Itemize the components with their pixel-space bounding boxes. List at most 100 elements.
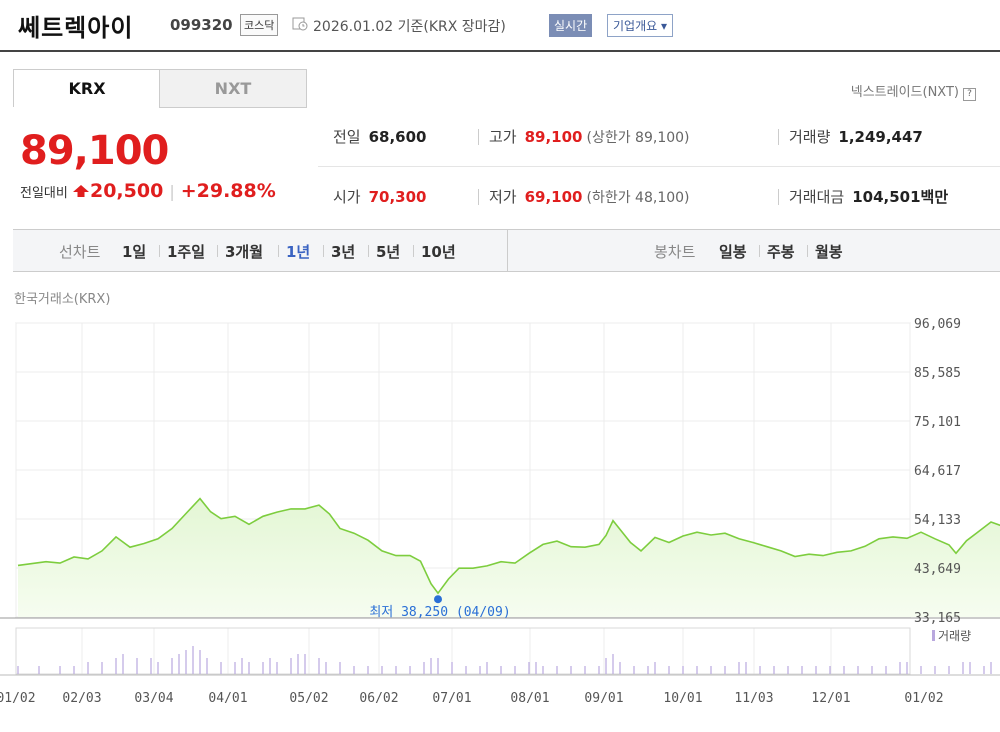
period-1w[interactable]: 1주일 [167, 243, 206, 261]
stat-value: 69,100 [524, 188, 583, 206]
x-tick-label: 06/02 [359, 691, 398, 706]
stock-header: 쎄트렉아이 099320 코스닥 2026.01.02 기준(KRX 장마감) … [0, 0, 1000, 52]
divider [478, 129, 479, 145]
stat-label: 시가 [333, 188, 361, 206]
change-label: 전일대비 [20, 186, 68, 201]
x-tick-label: 02/03 [62, 691, 101, 706]
volume-bars: 거래량 [17, 629, 992, 674]
divider [413, 245, 414, 257]
stock-name: 쎄트렉아이 [18, 14, 134, 42]
x-tick-label: 01/02 [904, 691, 943, 706]
company-overview-button[interactable]: 기업개요 ▾ [607, 14, 673, 37]
divider [507, 230, 508, 271]
period-10y[interactable]: 10년 [421, 243, 456, 261]
divider [368, 245, 369, 257]
divider [778, 189, 779, 205]
x-tick-label: 01/02 [0, 691, 36, 706]
candle-weekly[interactable]: 주봉 [767, 243, 795, 261]
y-tick-label: 85,585 [914, 366, 961, 381]
nextrade-link[interactable]: 넥스트레이드(NXT)? [851, 81, 976, 101]
price-line [17, 497, 1000, 595]
nextrade-label: 넥스트레이드(NXT) [850, 85, 959, 100]
price-area-fill [18, 498, 1000, 617]
stat-value: 1,249,447 [838, 128, 923, 146]
chart-grid [0, 322, 1000, 676]
stat-label: 고가 [489, 128, 517, 146]
stat-volume: 거래량 1,249,447 [789, 126, 923, 147]
divider [159, 245, 160, 257]
x-axis-labels: 01/02 02/03 03/04 04/01 05/02 06/02 07/01 08/01… [0, 691, 944, 706]
clock-icon [292, 17, 308, 31]
divider [807, 245, 808, 257]
help-icon[interactable]: ? [963, 88, 976, 101]
price-area [17, 497, 1000, 617]
candle-daily[interactable]: 일봉 [719, 243, 747, 261]
stat-high: 고가 89,100 (상한가 89,100) [489, 126, 690, 147]
x-tick-label: 07/01 [432, 691, 471, 706]
volume-legend-swatch [932, 630, 935, 641]
stat-prev-close: 전일 68,600 [333, 126, 427, 147]
stat-value: 70,300 [368, 188, 427, 206]
candle-monthly[interactable]: 월봉 [815, 243, 843, 261]
chart-annotations: 최고 89,100 (01/02)최저 38,250 (04/09) [369, 595, 511, 620]
stat-label: 거래대금 [789, 188, 845, 206]
period-5y[interactable]: 5년 [376, 243, 401, 261]
current-price: 89,100 [20, 128, 169, 174]
stat-sub: (하한가 48,100) [586, 190, 690, 206]
x-tick-label: 04/01 [208, 691, 247, 706]
stat-label: 거래량 [789, 128, 831, 146]
x-tick-label: 12/01 [811, 691, 850, 706]
low-label: 최저 38,250 (04/09) [369, 605, 510, 620]
divider [759, 245, 760, 257]
stat-open: 시가 70,300 [333, 186, 427, 207]
divider [478, 189, 479, 205]
divider: | [169, 182, 175, 201]
period-1d[interactable]: 1일 [122, 243, 147, 261]
tab-krx[interactable]: KRX [13, 69, 161, 107]
y-tick-label: 33,165 [914, 611, 961, 626]
stat-label: 전일 [333, 128, 361, 146]
price-chart: 96,069 85,585 75,101 64,617 54,133 43,649 33,1… [0, 317, 1000, 706]
period-3y[interactable]: 3년 [331, 243, 356, 261]
divider [217, 245, 218, 257]
divider [778, 129, 779, 145]
x-tick-label: 08/01 [510, 691, 549, 706]
stat-unit: 백만 [920, 188, 949, 206]
y-axis-labels: 96,069 85,585 75,101 64,617 54,133 43,649 33,1… [914, 317, 961, 626]
period-3m[interactable]: 3개월 [225, 243, 264, 261]
low-marker [434, 595, 442, 604]
y-tick-label: 54,133 [914, 513, 961, 528]
up-arrow-icon [72, 185, 89, 197]
x-tick-label: 10/01 [663, 691, 702, 706]
stat-sub: (상한가 89,100) [586, 130, 690, 146]
x-tick-label: 11/03 [734, 691, 773, 706]
y-tick-label: 96,069 [914, 317, 961, 332]
realtime-button[interactable]: 실시간 [549, 14, 593, 37]
y-tick-label: 43,649 [914, 562, 961, 577]
y-tick-label: 75,101 [914, 415, 961, 430]
stat-low: 저가 69,100 (하한가 48,100) [489, 186, 690, 207]
volume-frame [15, 627, 911, 675]
x-tick-label: 09/01 [584, 691, 623, 706]
stat-value: 68,600 [368, 128, 427, 146]
divider [323, 245, 324, 257]
candle-chart-label: 봉차트 [654, 243, 696, 261]
stat-value: 89,100 [524, 128, 583, 146]
line-chart-label: 선차트 [59, 243, 101, 261]
divider [278, 245, 279, 257]
change-percent: +29.88% [180, 180, 276, 202]
quote-date: 2026.01.02 기준(KRX 장마감) [313, 19, 506, 35]
stock-code: 099320 [170, 16, 233, 34]
stat-label: 저가 [489, 188, 517, 206]
tab-nxt[interactable]: NXT [159, 69, 307, 108]
change-amount: 20,500 [89, 180, 164, 202]
chart-period-bar: 선차트 1일 1주일 3개월 1년 3년 5년 10년 봉차트 일봉 주봉 월봉 [13, 229, 1000, 272]
chart-source: 한국거래소(KRX) [14, 292, 111, 307]
x-tick-label: 03/04 [134, 691, 173, 706]
period-1y[interactable]: 1년 [286, 243, 311, 261]
y-tick-label: 64,617 [914, 464, 961, 479]
divider [318, 166, 1000, 167]
stat-value: 104,501 [852, 188, 921, 206]
price-change: 전일대비 20,500 | +29.88% [20, 180, 276, 202]
market-badge: 코스닥 [240, 14, 279, 36]
